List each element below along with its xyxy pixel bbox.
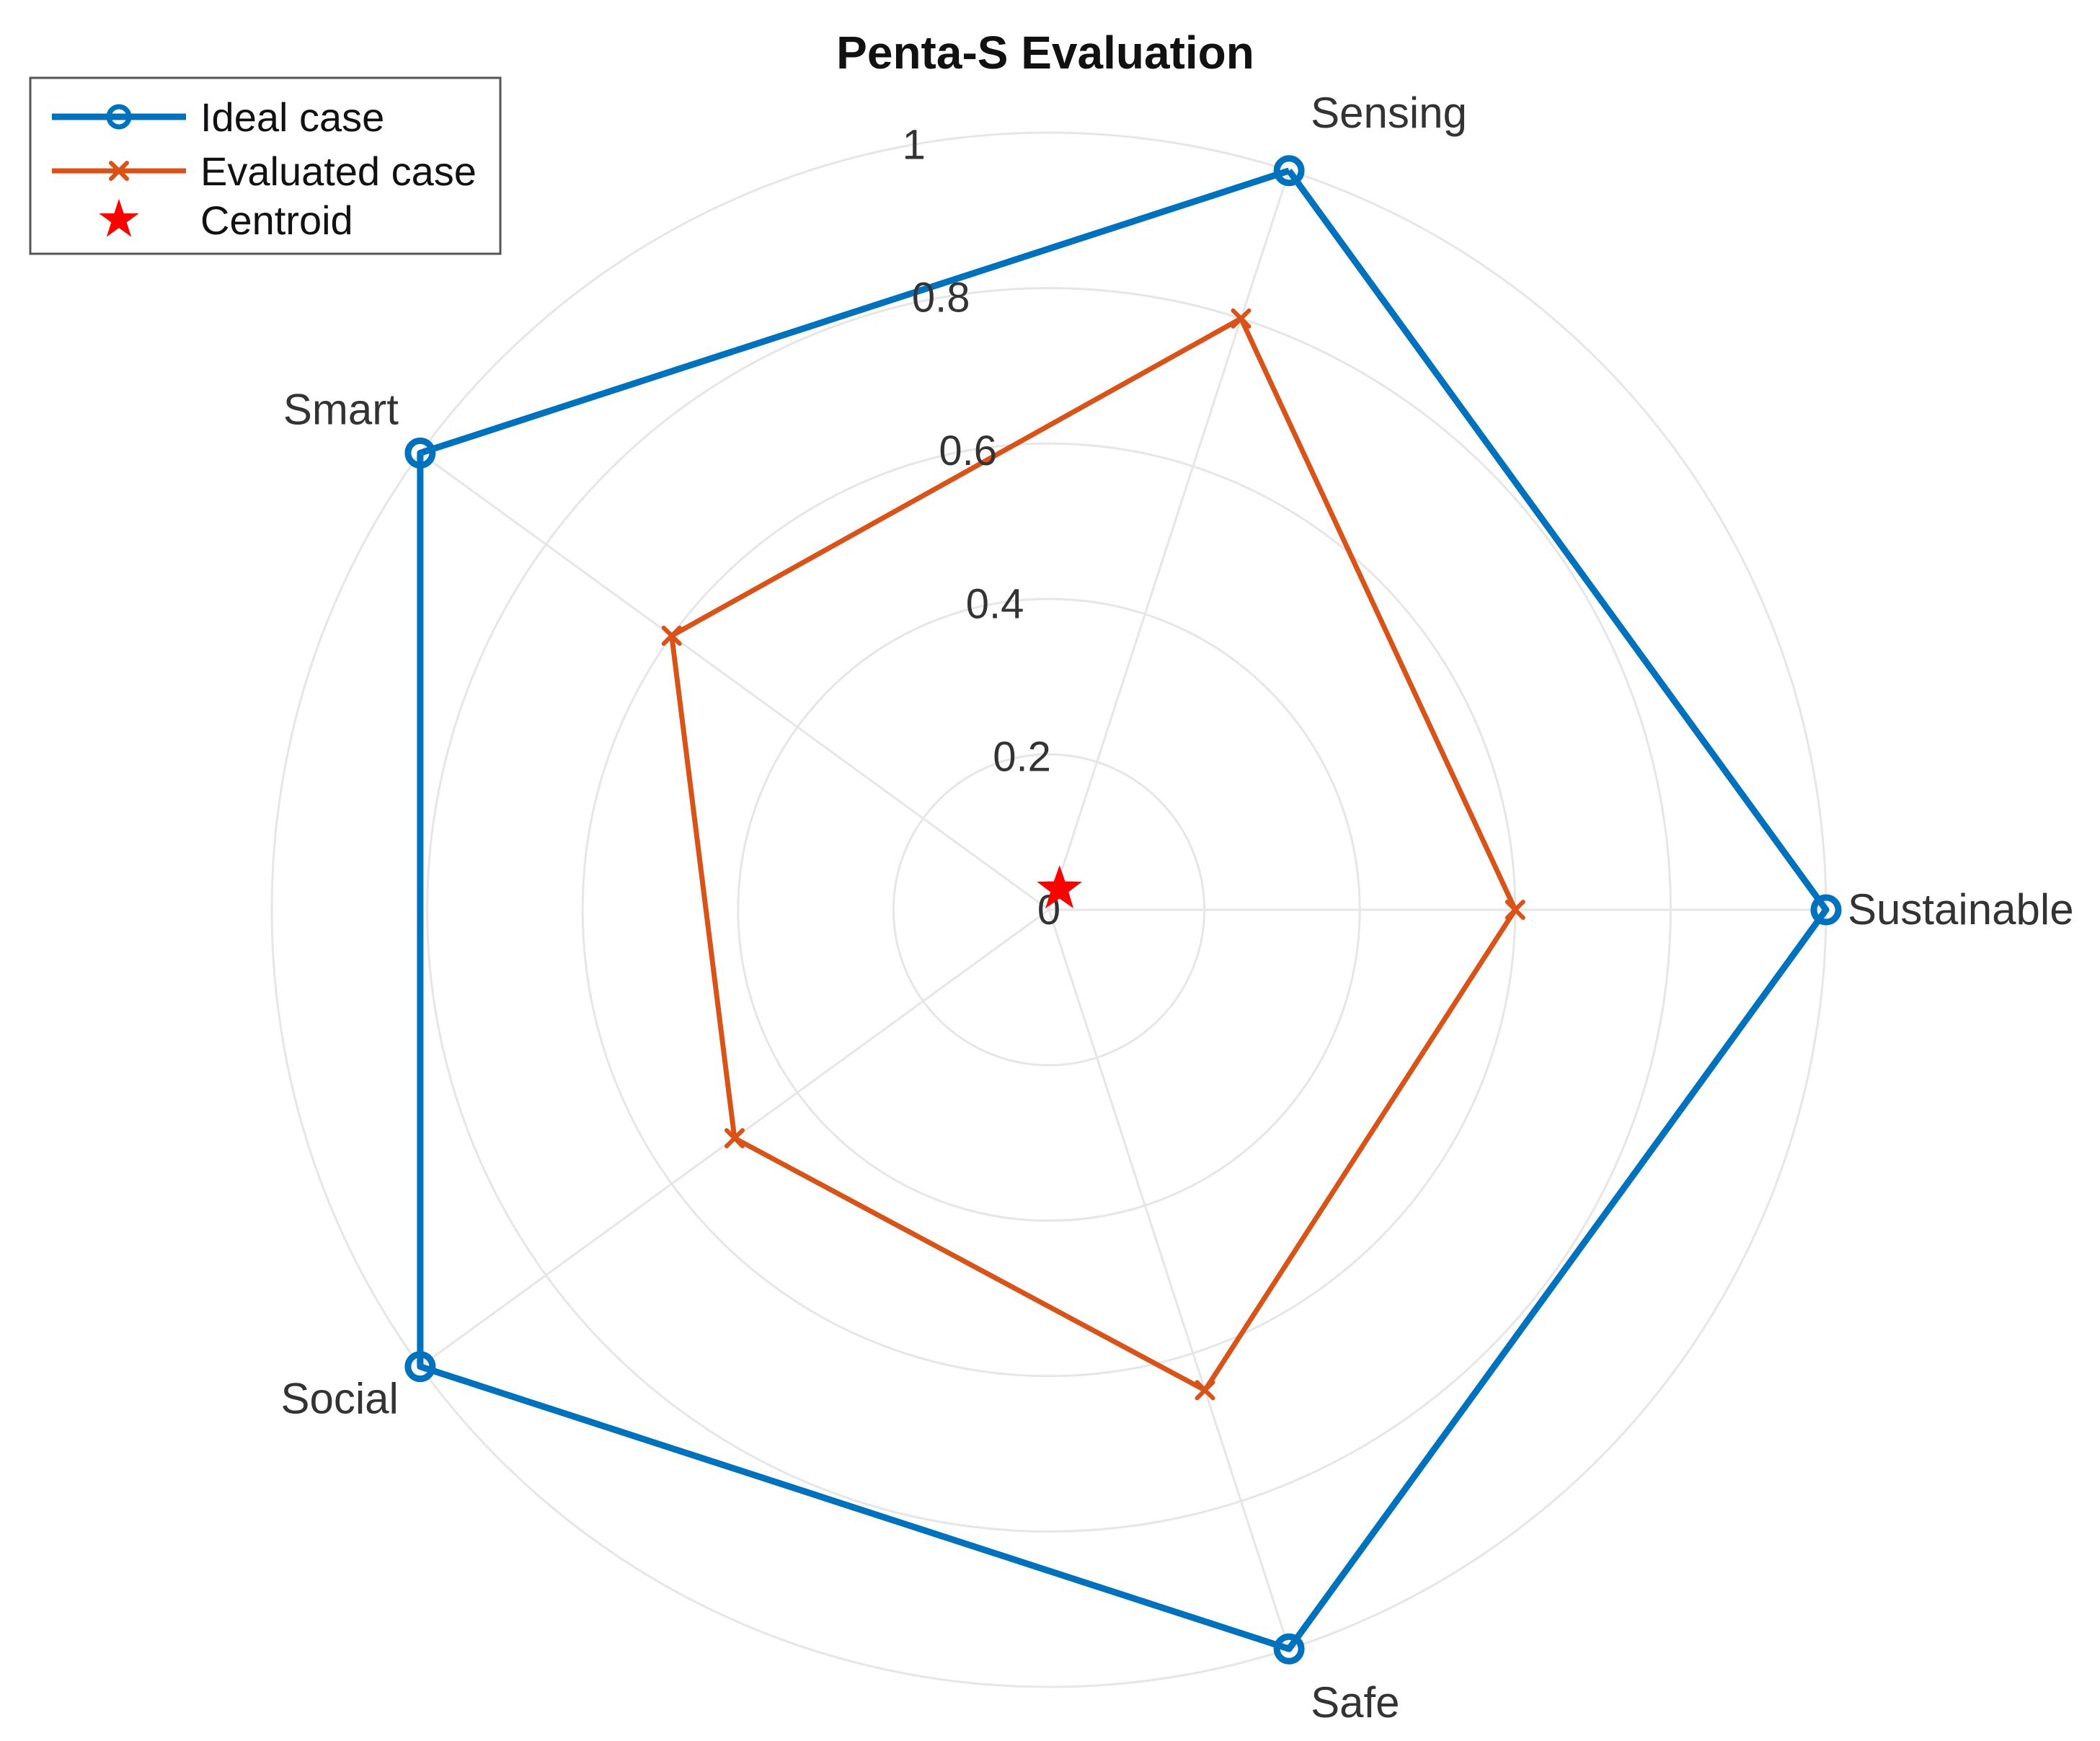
data-point-ideal <box>1273 155 1305 187</box>
legend-label-ideal: Ideal case <box>200 94 384 140</box>
data-point-evaluated <box>724 1128 745 1148</box>
grid-spoke <box>419 452 1050 911</box>
chart-title: Penta-S Evaluation <box>836 27 1254 79</box>
legend-item-centroid: Centroid <box>99 198 353 243</box>
data-point-evaluated <box>661 625 682 646</box>
axis-label-sensing: Sensing <box>1311 89 1467 137</box>
grid-spoke <box>1047 170 1290 911</box>
series-line-evaluated <box>669 316 1518 1393</box>
centroid-star-marker <box>1037 865 1083 908</box>
centroid <box>1037 865 1083 908</box>
legend-marker-centroid <box>99 198 139 237</box>
grid-spoke <box>1047 909 1290 1649</box>
data-point-evaluated <box>1231 308 1251 329</box>
legend: Ideal case Evaluated case Centroid <box>29 76 502 255</box>
legend-star-marker <box>99 198 139 237</box>
legend-item-ideal: Ideal case <box>52 94 384 140</box>
legend-box <box>29 76 502 255</box>
data-point-ideal <box>404 1351 436 1383</box>
axis-label-safe: Safe <box>1311 1678 1399 1727</box>
data-point-evaluated <box>1195 1380 1215 1401</box>
legend-label-evaluated: Evaluated case <box>200 149 477 194</box>
legend-item-evaluated: Evaluated case <box>52 149 477 194</box>
legend-x-marker <box>109 161 129 181</box>
radial-tick-label: 0.2 <box>993 734 1051 781</box>
axis-label-smart: Smart <box>283 385 399 433</box>
data-point-ideal <box>1273 1633 1305 1665</box>
legend-marker-evaluated <box>109 161 129 181</box>
data-point-evaluated <box>1505 900 1525 920</box>
axis-label-sustainable: Sustainable <box>1848 885 2074 934</box>
radial-tick-label: 0.4 <box>966 580 1024 627</box>
data-point-ideal <box>404 437 436 469</box>
axis-label-social: Social <box>280 1375 398 1423</box>
radial-tick-label: 1 <box>903 121 926 168</box>
legend-label-centroid: Centroid <box>200 198 353 243</box>
series-line-ideal <box>417 167 1830 1652</box>
radial-tick-labels: 00.20.40.60.81 <box>903 121 1060 934</box>
axis-labels: Sensing Sustainable Safe Social Smart <box>280 89 2073 1727</box>
radial-tick-label: 0.8 <box>912 275 970 322</box>
data-point-ideal <box>1810 894 1842 926</box>
series-lines <box>404 155 1842 1665</box>
radial-tick-label: 0.6 <box>939 428 997 474</box>
legend-marker-ideal <box>106 104 132 130</box>
